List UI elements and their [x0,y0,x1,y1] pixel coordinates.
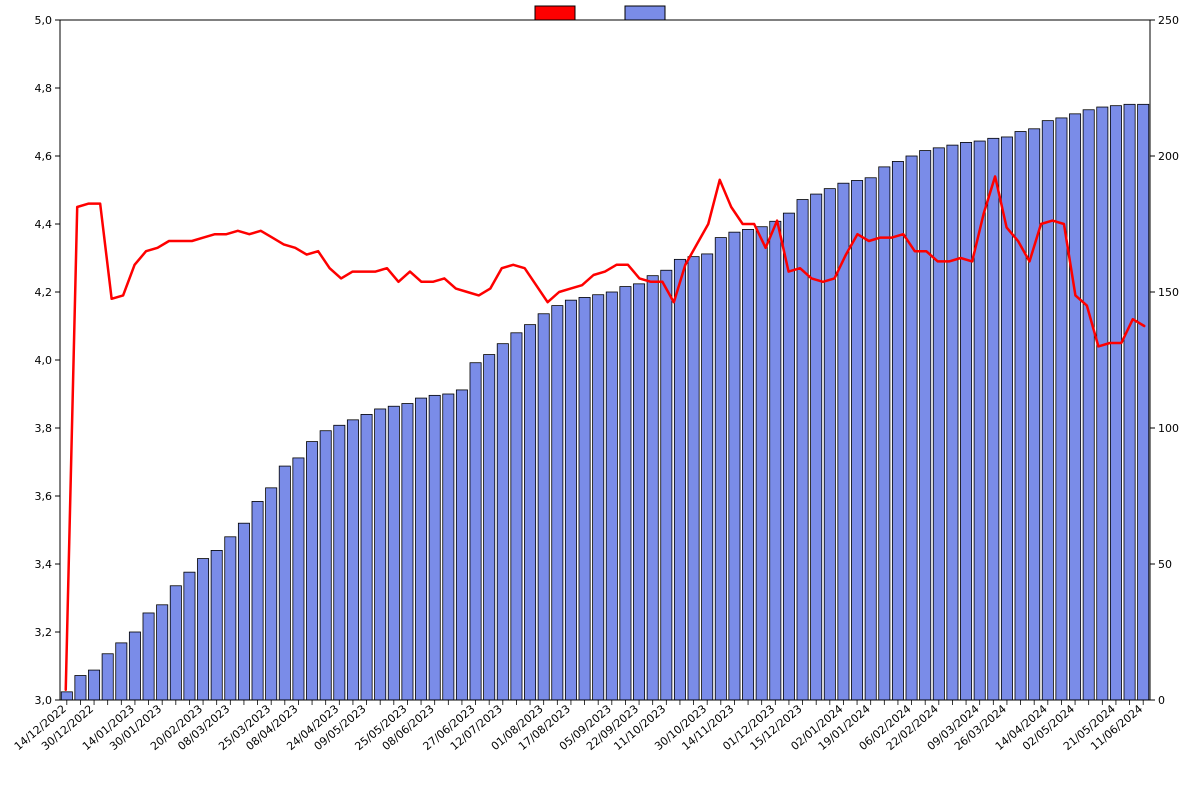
bar [851,180,862,700]
bar [347,420,358,700]
bar [770,221,781,700]
bar [170,586,181,700]
ytick-left-label: 4,0 [35,354,53,367]
bar [361,414,372,700]
bar [742,229,753,700]
bar [116,643,127,700]
ytick-left-label: 5,0 [35,14,53,27]
bar [211,550,222,700]
bar [225,537,236,700]
legend-swatch-bar [625,6,665,20]
bar [647,276,658,700]
bar [892,161,903,700]
bar [702,254,713,700]
bar [620,287,631,700]
bar [756,227,767,700]
bar [1029,129,1040,700]
ytick-right-label: 0 [1158,694,1165,707]
bar [538,314,549,700]
bar [593,295,604,700]
bar [988,138,999,700]
ytick-left-label: 4,6 [35,150,53,163]
bar [320,431,331,700]
ytick-left-label: 3,0 [35,694,53,707]
bar [88,670,99,700]
bar [306,442,317,700]
bar [906,156,917,700]
bar [484,355,495,700]
bar [402,404,413,700]
bar [143,613,154,700]
bar [960,142,971,700]
bar [470,363,481,700]
bar [497,344,508,700]
bar [1056,118,1067,700]
bar [129,632,140,700]
bar [824,189,835,700]
ytick-right-label: 150 [1158,286,1179,299]
ytick-right-label: 200 [1158,150,1179,163]
bar [75,676,86,700]
legend-swatch-line [535,6,575,20]
bar [1001,137,1012,700]
bar [1097,107,1108,700]
dual-axis-bar-line-chart: 3,0 3,2 3,4 3,6 3,8 4,0 4,2 4,4 4,6 4,8 5,0 0 50 100 1… [0,0,1200,800]
ytick-left-label: 4,8 [35,82,53,95]
bar [879,167,890,700]
bar [279,466,290,700]
bar [293,458,304,700]
bar [266,488,277,700]
bar [238,523,249,700]
bar [1110,106,1121,700]
bar [1015,132,1026,700]
ytick-right-label: 50 [1158,558,1172,571]
bar [197,559,208,700]
bar [783,213,794,700]
bar [388,406,399,700]
bar [811,194,822,700]
bar [674,259,685,700]
bar [661,270,672,700]
bar [61,692,72,700]
bar [102,654,113,700]
bar [633,284,644,700]
bar [157,605,168,700]
bar [429,395,440,700]
bar [415,398,426,700]
bar [865,178,876,700]
bar [1083,110,1094,700]
bar [606,292,617,700]
bar [1138,104,1149,700]
bar [933,148,944,700]
bar [729,232,740,700]
chart-svg: 3,0 3,2 3,4 3,6 3,8 4,0 4,2 4,4 4,6 4,8 5,0 0 50 100 1… [0,0,1200,800]
bar [920,151,931,700]
ytick-left-label: 3,2 [35,626,53,639]
ytick-right-label: 250 [1158,14,1179,27]
bar [947,145,958,700]
bar [184,572,195,700]
bar [443,394,454,700]
bar [552,306,563,700]
bar [715,238,726,700]
bar-series [61,104,1149,700]
bar [1069,114,1080,700]
bar [334,425,345,700]
bar [1042,121,1053,700]
bar [1124,104,1135,700]
bar [579,297,590,700]
bar [456,390,467,700]
ytick-left-label: 4,4 [35,218,53,231]
bar [524,325,535,700]
bar [252,501,263,700]
bar [375,409,386,700]
ytick-left-label: 4,2 [35,286,53,299]
ytick-right-label: 100 [1158,422,1179,435]
ytick-left-label: 3,8 [35,422,53,435]
bar [565,300,576,700]
ytick-left-label: 3,6 [35,490,53,503]
bar [688,257,699,700]
bar [511,333,522,700]
ytick-left-label: 3,4 [35,558,53,571]
